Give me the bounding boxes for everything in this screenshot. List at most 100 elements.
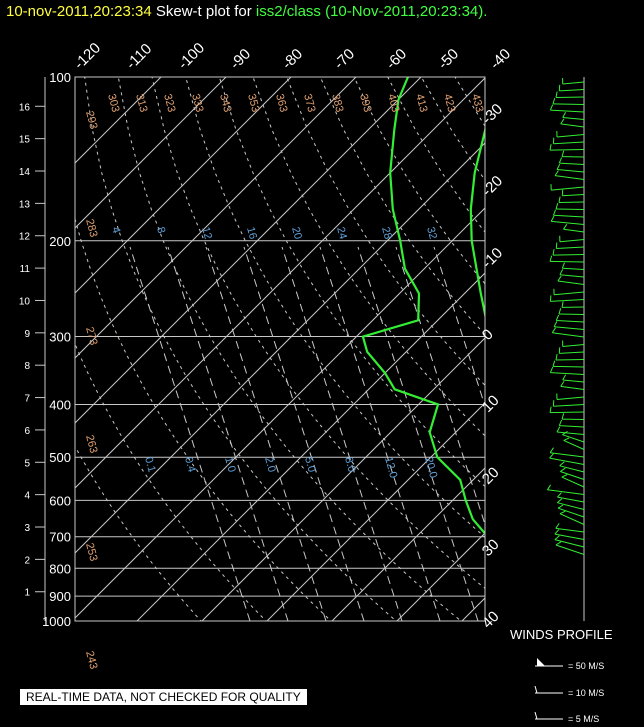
wind-barb [563,439,585,450]
pressure-label-500: 500 [49,450,71,465]
quality-disclaimer: REAL-TIME DATA, NOT CHECKED FOR QUALITY [20,689,307,705]
wind-barb [562,81,585,85]
mix-label-20: 20 [289,226,304,241]
theta-label-353: 353 [245,93,261,114]
isotherm--40 [136,272,485,621]
wind-barb [553,214,585,218]
km-label-4: 4 [24,491,30,502]
dry-adiabat-363 [387,77,485,234]
wind-barb [557,280,585,285]
pressure-label-900: 900 [49,589,71,604]
point-dewpoint-4 [504,568,506,570]
point-dewpoint-12 [437,403,439,406]
wind-barb [549,149,585,151]
point-dewpoint-0 [526,620,528,622]
km-label-3: 3 [24,523,30,534]
wind-barb-flag [551,327,557,333]
dry-adiabat-403 [522,77,644,633]
wind-barb [555,359,585,361]
dry-adiabat-343 [319,77,485,336]
wind-barb [547,489,585,495]
wind-barb-flag [561,150,565,157]
point-dewpoint-2 [515,595,517,597]
point-temperature-4 [527,568,529,570]
wind-barb-flag [557,504,564,509]
top-temp-label--90: -90 [227,45,254,72]
point-temperature-18 [473,172,476,174]
km-label-15: 15 [19,135,31,146]
dry-adiabat-333 [286,77,485,387]
wind-barb [557,507,585,518]
wind-barb [559,239,585,243]
point-temperature-1 [538,608,540,610]
theta-label-283: 283 [83,218,99,239]
point-dewpoint-14 [384,372,386,374]
point-dewpoint-17 [417,319,420,322]
wind-barb [560,471,585,480]
mix-label-0.4: 0.4 [182,456,198,474]
wind-barb [550,372,585,375]
wind-barb [552,332,585,338]
wind-barb-flag [555,91,558,98]
mixing-ratio-line-1 [167,246,289,621]
dry-adiabat-423 [590,77,644,633]
wind-legend-50: = 50 M/S [568,661,605,671]
pressure-label-600: 600 [49,493,71,508]
wind-barb-flag [562,111,567,118]
isotherm--110 [75,77,227,229]
wind-barb-flag [558,419,563,426]
mixing-ratio-line-0 [129,246,251,621]
mixing-ratio-line-8 [433,246,485,408]
mixing-ratio-line-5 [319,246,441,621]
wind-barb [558,201,585,203]
isotherm--30 [201,337,485,621]
wind-barb-flag [559,461,565,467]
mix-label-12.0: 12.0 [382,456,399,480]
km-label-16: 16 [19,102,31,113]
chart-title: 10-nov-2011,20:23:34 Skew-t plot for iss… [6,3,487,20]
dry-adiabat-273 [84,77,397,621]
title-suffix: (10-Nov-2011,20:23:34). [325,3,488,20]
theta-label-373: 373 [301,93,317,114]
dry-adiabat-253 [75,342,267,621]
dry-adiabat-263 [75,217,332,621]
theta-label-323: 323 [161,93,177,114]
point-dewpoint-22 [389,172,392,174]
point-temperature-0 [543,620,545,622]
wind-barb [554,539,585,548]
wind-barb-flag [558,157,563,164]
dry-adiabat-433 [623,77,644,633]
wind-barb-flag [562,374,567,381]
wind-barb [553,141,585,145]
point-temperature-7 [518,518,520,520]
point-dewpoint-19 [404,267,406,270]
mixing-ratio-line-2 [205,246,327,621]
wind-barb-flag [562,430,568,436]
wind-barb-flag [555,541,562,546]
isotherm--20 [266,402,485,621]
km-label-2: 2 [24,555,30,566]
wind-barb-flag [560,118,565,125]
wind-barb [550,109,585,113]
right-temp-label-10: 10 [479,392,503,416]
wind-barb [555,175,585,180]
wind-barb-flag [546,484,552,491]
km-label-1: 1 [24,588,30,599]
mix-label-12: 12 [199,226,214,241]
theta-label-343: 343 [217,93,233,114]
wind-barb [554,326,585,330]
point-dewpoint-15 [366,351,369,353]
point-temperature-10 [515,456,517,458]
wind-barb [549,260,585,263]
dry-adiabat-243 [75,445,202,621]
title-station: iss2/class [255,3,321,20]
mix-label-32: 32 [424,226,439,241]
point-temperature-13 [498,372,500,374]
wind-barb-flag [554,529,560,535]
theta-label-433: 433 [469,93,485,114]
mix-label-5.0: 5.0 [302,456,318,474]
pressure-label-700: 700 [49,530,71,545]
right-temp-label-30: 30 [479,536,503,560]
mix-label-4: 4 [109,226,122,235]
isotherm--60 [75,142,485,554]
